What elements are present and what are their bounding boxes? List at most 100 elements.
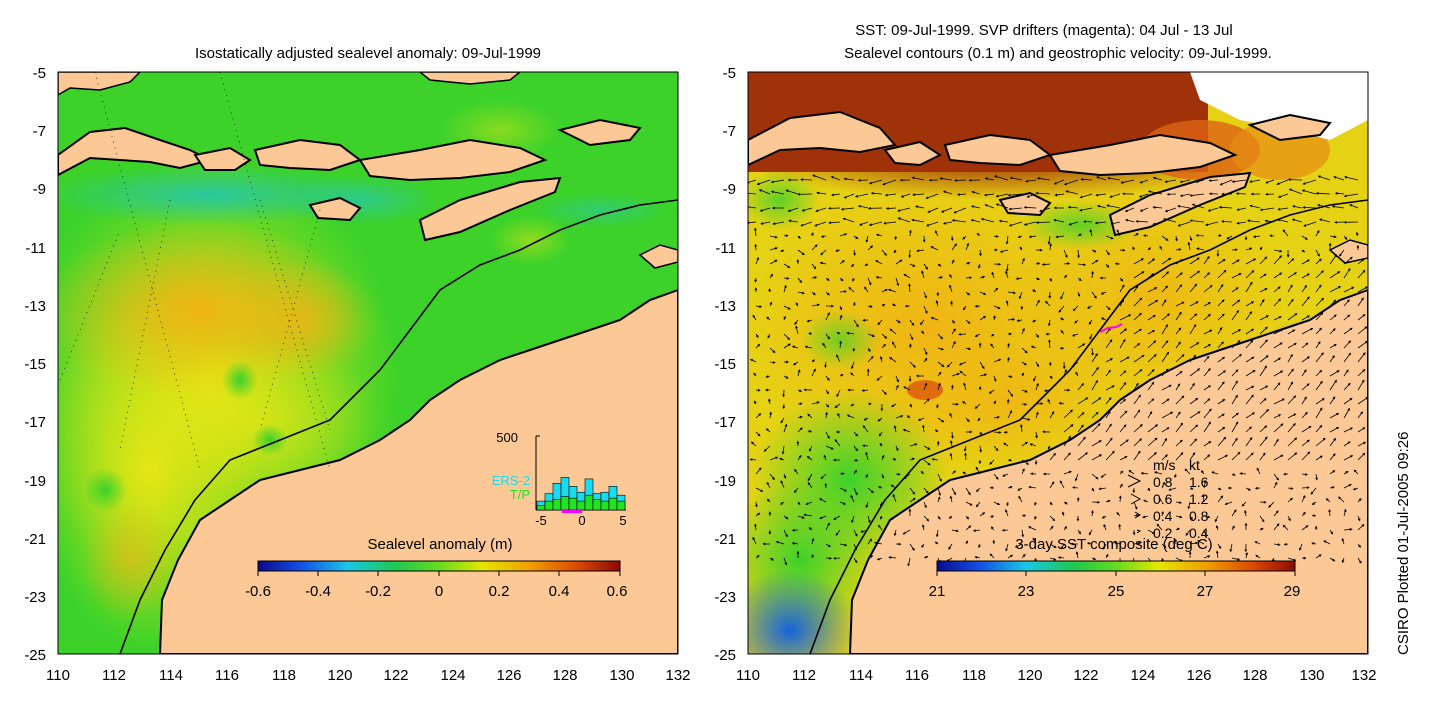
velocity-arrow bbox=[1007, 193, 1023, 197]
velocity-arrow bbox=[808, 332, 813, 335]
velocity-arrow bbox=[975, 501, 981, 508]
velocity-arrow bbox=[1119, 398, 1127, 405]
velocity-arrow bbox=[1175, 235, 1178, 242]
velocity-arrow bbox=[1189, 270, 1201, 279]
velocity-arrow bbox=[1217, 356, 1226, 363]
velocity-arrow bbox=[1202, 493, 1205, 503]
velocity-arrow bbox=[1189, 515, 1193, 521]
velocity-arrow bbox=[1283, 542, 1289, 546]
velocity-arrow bbox=[1231, 309, 1240, 321]
velocity-arrow bbox=[891, 403, 897, 408]
velocity-arrow bbox=[1259, 256, 1268, 265]
velocity-arrow bbox=[839, 501, 847, 505]
velocity-arrow bbox=[797, 369, 801, 377]
velocity-arrow bbox=[766, 498, 771, 503]
histogram-bar-tp bbox=[536, 505, 546, 511]
velocity-arrow bbox=[748, 192, 757, 195]
velocity-arrow bbox=[758, 189, 771, 195]
velocity-arrow bbox=[879, 355, 883, 363]
right-x-tick-label: 112 bbox=[792, 667, 816, 684]
velocity-arrow bbox=[1005, 270, 1009, 279]
velocity-arrow bbox=[1063, 525, 1068, 531]
velocity-arrow bbox=[1018, 495, 1023, 503]
velocity-arrow bbox=[862, 444, 869, 448]
velocity-arrow bbox=[754, 277, 758, 283]
velocity-arrow bbox=[1147, 411, 1153, 419]
velocity-arrow bbox=[965, 417, 970, 423]
left-colorbar-tick: -0.4 bbox=[305, 583, 331, 600]
velocity-arrow bbox=[1203, 329, 1213, 335]
velocity-arrow bbox=[867, 515, 871, 524]
velocity-arrow bbox=[839, 305, 843, 311]
velocity-arrow bbox=[1147, 381, 1155, 391]
velocity-arrow bbox=[825, 445, 834, 450]
velocity-arrow bbox=[1076, 496, 1080, 503]
velocity-arrow bbox=[1301, 189, 1317, 195]
right-colorbar-tick: 25 bbox=[1108, 583, 1125, 600]
velocity-arrow bbox=[937, 417, 945, 423]
velocity-arrow bbox=[839, 487, 848, 492]
velocity-arrow bbox=[906, 415, 911, 419]
velocity-arrow bbox=[807, 430, 813, 433]
velocity-arrow bbox=[858, 221, 869, 226]
velocity-arrow bbox=[1273, 398, 1285, 405]
velocity-arrow bbox=[1315, 369, 1323, 377]
velocity-arrow bbox=[762, 542, 771, 546]
velocity-arrow bbox=[895, 375, 899, 383]
velocity-arrow bbox=[951, 431, 954, 439]
velocity-arrow bbox=[770, 179, 785, 184]
velocity-arrow bbox=[797, 192, 813, 196]
velocity-arrow bbox=[928, 178, 939, 182]
velocity-arrow bbox=[1119, 456, 1128, 461]
velocity-arrow bbox=[1161, 543, 1167, 549]
velocity-arrow bbox=[1301, 259, 1310, 265]
velocity-arrow bbox=[1357, 369, 1366, 377]
velocity-arrow bbox=[783, 234, 789, 238]
velocity-arrow bbox=[1105, 369, 1111, 377]
velocity-arrow bbox=[923, 459, 931, 466]
velocity-arrow bbox=[1273, 481, 1278, 489]
velocity-arrow bbox=[887, 288, 897, 293]
velocity-arrow bbox=[951, 529, 959, 533]
velocity-arrow bbox=[1006, 398, 1010, 405]
velocity-arrow bbox=[980, 218, 995, 223]
velocity-arrow bbox=[1311, 501, 1317, 506]
velocity-arrow bbox=[833, 556, 841, 560]
velocity-arrow bbox=[1021, 402, 1028, 406]
velocity-arrow bbox=[1063, 435, 1072, 447]
velocity-arrow bbox=[895, 277, 900, 287]
velocity-arrow bbox=[1089, 333, 1093, 340]
velocity-arrow-glyph bbox=[1127, 474, 1142, 488]
right-panel-title-line1: SST: 09-Jul-1999. SVP drifters (magenta)… bbox=[855, 22, 1232, 39]
velocity-arrow bbox=[1217, 313, 1225, 321]
velocity-arrow bbox=[1249, 204, 1261, 209]
histogram-x-tick-label: -5 bbox=[535, 513, 547, 528]
velocity-arrow bbox=[836, 331, 841, 335]
velocity-arrow bbox=[1003, 430, 1009, 434]
velocity-arrow bbox=[965, 291, 971, 296]
velocity-arrow bbox=[911, 218, 925, 223]
velocity-arrow bbox=[1175, 354, 1185, 363]
right-y-tick-label: -17 bbox=[714, 414, 736, 431]
velocity-arrow bbox=[1301, 273, 1310, 279]
velocity-arrow bbox=[1168, 487, 1177, 491]
velocity-arrow bbox=[1049, 375, 1053, 379]
velocity-arrow bbox=[935, 529, 939, 538]
velocity-arrow bbox=[1203, 515, 1211, 519]
velocity-arrow bbox=[1231, 380, 1238, 391]
velocity-arrow bbox=[867, 305, 873, 308]
velocity-arrow bbox=[1315, 473, 1318, 481]
velocity-arrow bbox=[1343, 235, 1348, 240]
velocity-arrow bbox=[1329, 271, 1341, 279]
velocity-arrow bbox=[1329, 529, 1334, 535]
velocity-arrow bbox=[1079, 207, 1093, 212]
velocity-arrow bbox=[1315, 455, 1323, 461]
velocity-arrow bbox=[1189, 397, 1199, 405]
velocity-arrow bbox=[1152, 176, 1163, 181]
velocity-arrow bbox=[1077, 452, 1088, 461]
velocity-arrow bbox=[1287, 368, 1294, 377]
velocity-arrow bbox=[875, 233, 883, 237]
velocity-arrow bbox=[1077, 343, 1086, 349]
velocity-arrow bbox=[1189, 452, 1196, 461]
velocity-arrow bbox=[937, 333, 943, 340]
